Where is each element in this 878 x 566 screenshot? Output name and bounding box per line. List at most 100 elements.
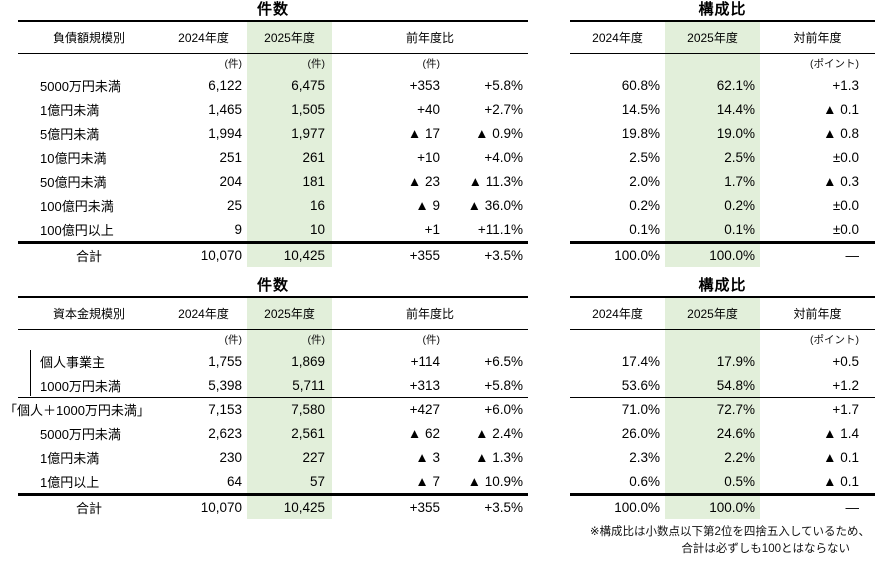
col-header-2025: 2025年度 bbox=[247, 22, 332, 53]
unit-2025: (件) bbox=[247, 330, 332, 349]
cell-2024: 53.6% bbox=[621, 377, 660, 393]
spacer bbox=[665, 330, 760, 349]
cell-2025: 0.2% bbox=[665, 193, 760, 217]
cell-2025: 0.5% bbox=[665, 469, 760, 493]
cell-pct: +4.0% bbox=[484, 149, 523, 165]
table-row: 2.0% 1.7% ▲ 0.3 bbox=[570, 169, 875, 193]
cell-2025: 5,711 bbox=[247, 373, 332, 397]
cell-2025: 261 bbox=[247, 145, 332, 169]
unit-2025: (件) bbox=[247, 54, 332, 73]
col-header-yoy: 前年度比 bbox=[405, 31, 454, 45]
cell-diff: +355 bbox=[409, 248, 440, 263]
cell-2024: 2.0% bbox=[629, 173, 660, 189]
table-row: 50億円未満 204 181 ▲ 23 ▲ 11.3% bbox=[18, 169, 528, 193]
cell-diff: +313 bbox=[409, 377, 440, 393]
cell-diff: ▲ 23 bbox=[407, 173, 440, 189]
table-row: 100億円以上 9 10 +1 +11.1% bbox=[18, 217, 528, 241]
cell-2024: 10,070 bbox=[200, 500, 242, 515]
table-title: 構成比 bbox=[570, 0, 875, 22]
cell-2024: 2.3% bbox=[629, 449, 660, 465]
cell-2025: 7,580 bbox=[247, 398, 332, 421]
cell-2024: 14.5% bbox=[621, 101, 660, 117]
col-header-2025: 2025年度 bbox=[665, 22, 760, 53]
cell-2025: 2.5% bbox=[665, 145, 760, 169]
table-row: 100億円未満 25 16 ▲ 9 ▲ 36.0% bbox=[18, 193, 528, 217]
cell-2025: 72.7% bbox=[665, 398, 760, 421]
row-label: 10億円未満 bbox=[40, 150, 107, 166]
cell-diff: +427 bbox=[409, 402, 440, 417]
cell-pct: +2.7% bbox=[484, 101, 523, 117]
cell-pct: +6.5% bbox=[484, 353, 523, 369]
table-row: 1000万円未満 5,398 5,711 +313 +5.8% bbox=[18, 373, 528, 397]
row-label: 100億円未満 bbox=[40, 198, 114, 214]
row-label: 1億円未満 bbox=[40, 102, 100, 118]
total-row: 100.0% 100.0% — bbox=[570, 241, 875, 267]
unit-row: (件) (件) (件) bbox=[18, 330, 528, 349]
spacer bbox=[665, 54, 760, 73]
table-row: 0.6% 0.5% ▲ 0.1 bbox=[570, 469, 875, 493]
subtotal-row: 「個人＋1000万円未満」 7,153 7,580 +427 +6.0% bbox=[4, 397, 528, 421]
col-header-vs: 対前年度 bbox=[793, 31, 842, 45]
cell-pct: +3.5% bbox=[484, 500, 523, 515]
cell-diff: ▲ 9 bbox=[415, 197, 440, 213]
cell-2024: 230 bbox=[219, 449, 242, 465]
table-row: 1億円未満 1,465 1,505 +40 +2.7% bbox=[18, 97, 528, 121]
table-row: 5000万円未満 2,623 2,561 ▲ 62 ▲ 2.4% bbox=[18, 421, 528, 445]
table-debt-count: 件数 負債額規模別 2024年度 2025年度 前年度比 (件) (件) (件)… bbox=[18, 0, 528, 267]
table-capital-count: 件数 資本金規模別 2024年度 2025年度 前年度比 (件) (件) (件)… bbox=[4, 276, 528, 519]
cell-2024: 71.0% bbox=[621, 402, 660, 417]
table-capital-share: 構成比 2024年度 2025年度 対前年度 (ポイント) 17.4% 17.9… bbox=[570, 276, 875, 519]
header-row: 負債額規模別 2024年度 2025年度 前年度比 bbox=[18, 22, 528, 54]
cell-2025: 181 bbox=[247, 169, 332, 193]
table-row: 5000万円未満 6,122 6,475 +353 +5.8% bbox=[18, 73, 528, 97]
cell-vs: ±0.0 bbox=[832, 197, 859, 213]
table-row: 0.2% 0.2% ±0.0 bbox=[570, 193, 875, 217]
cell-diff: +40 bbox=[417, 101, 440, 117]
cell-2024: 0.1% bbox=[629, 221, 660, 237]
cell-pct: +5.8% bbox=[484, 377, 523, 393]
cell-2024: 2.5% bbox=[629, 149, 660, 165]
cell-2024: 64 bbox=[226, 473, 242, 489]
cell-2025: 16 bbox=[247, 193, 332, 217]
table-row: 17.4% 17.9% +0.5 bbox=[570, 349, 875, 373]
col-header-yoy: 前年度比 bbox=[405, 307, 454, 321]
col-header-2025: 2025年度 bbox=[247, 298, 332, 329]
header-row: 2024年度 2025年度 対前年度 bbox=[570, 298, 875, 330]
col-header-2025: 2025年度 bbox=[665, 298, 760, 329]
cell-diff: +114 bbox=[410, 353, 440, 369]
cell-pct: +11.1% bbox=[477, 221, 523, 237]
cell-diff: ▲ 62 bbox=[407, 425, 440, 441]
cell-vs: ▲ 0.8 bbox=[823, 125, 859, 141]
unit-vs: (ポイント) bbox=[810, 58, 859, 70]
cell-pct: ▲ 1.3% bbox=[475, 449, 523, 465]
total-row: 合計 10,070 10,425 +355 +3.5% bbox=[18, 241, 528, 267]
cell-2024: 60.8% bbox=[621, 77, 660, 93]
col-header-2024: 2024年度 bbox=[592, 307, 643, 321]
unit-diff: (件) bbox=[422, 334, 441, 346]
cell-pct: ▲ 2.4% bbox=[475, 425, 523, 441]
cell-diff: +10 bbox=[417, 149, 440, 165]
cell-pct: ▲ 11.3% bbox=[468, 173, 523, 189]
table-title: 件数 bbox=[18, 0, 528, 22]
cell-2024: 2,623 bbox=[208, 425, 242, 441]
subtotal-row: 71.0% 72.7% +1.7 bbox=[570, 397, 875, 421]
cell-2024: 204 bbox=[219, 173, 242, 189]
table-row: 個人事業主 1,755 1,869 +114 +6.5% bbox=[18, 349, 528, 373]
table-row: 2.3% 2.2% ▲ 0.1 bbox=[570, 445, 875, 469]
cell-vs: ±0.0 bbox=[832, 221, 859, 237]
cell-2024: 5,398 bbox=[208, 377, 242, 393]
table-row: 14.5% 14.4% ▲ 0.1 bbox=[570, 97, 875, 121]
cell-2025: 0.1% bbox=[665, 217, 760, 241]
cell-vs: ▲ 0.1 bbox=[823, 101, 859, 117]
table-row: 0.1% 0.1% ±0.0 bbox=[570, 217, 875, 241]
cell-2024: 100.0% bbox=[614, 500, 660, 515]
cell-2024: 6,122 bbox=[208, 77, 242, 93]
row-label: 1億円以上 bbox=[40, 474, 100, 490]
cell-2025: 100.0% bbox=[665, 496, 760, 519]
cell-pct: +3.5% bbox=[484, 248, 523, 263]
table-row: 1億円未満 230 227 ▲ 3 ▲ 1.3% bbox=[18, 445, 528, 469]
col-header-vs: 対前年度 bbox=[793, 307, 842, 321]
table-title: 件数 bbox=[18, 276, 528, 298]
cell-diff: ▲ 17 bbox=[407, 125, 440, 141]
